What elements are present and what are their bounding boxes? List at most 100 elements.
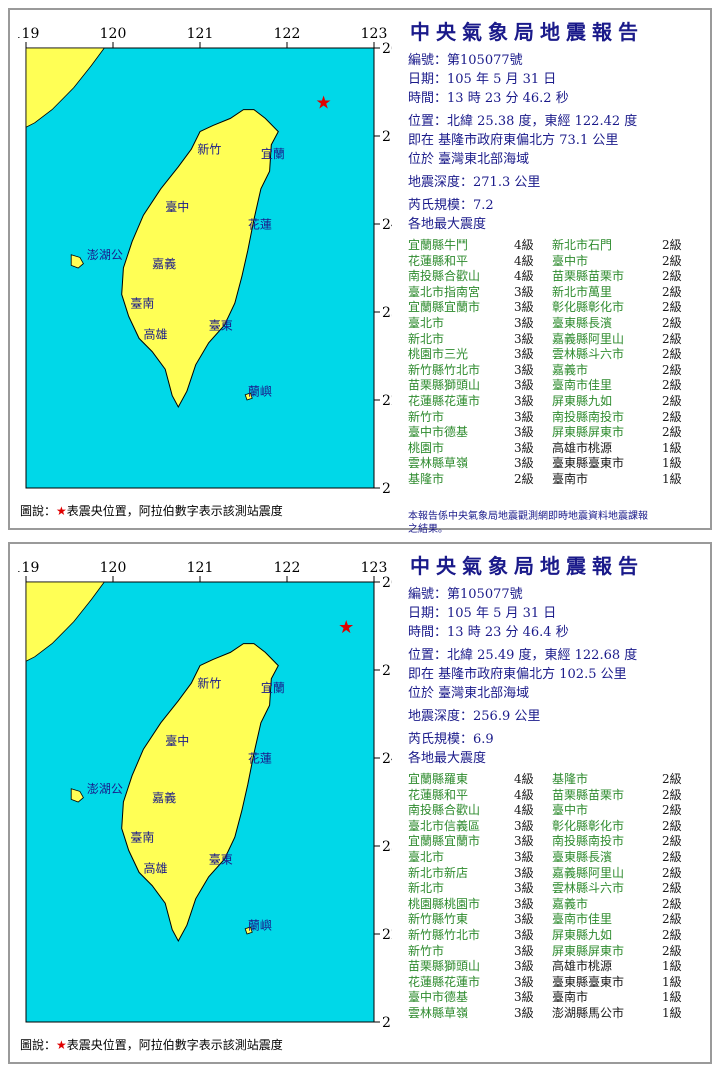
station-intensity: 1級 [662, 1005, 682, 1020]
station-intensity: 3級 [514, 881, 534, 896]
station-name: 臺東縣臺東市 [552, 456, 625, 471]
station-name: 新竹市 [408, 943, 445, 958]
intensity-row: 花蓮縣花蓮市 3級 臺東縣臺東市 1級 [408, 975, 708, 991]
station-intensity: 4級 [514, 253, 534, 268]
station-name: 宜蘭縣牛鬥 [408, 238, 469, 252]
field-value: 13 時 23 分 46.4 秒 [447, 625, 569, 640]
lon-label: 121 [187, 560, 214, 576]
station-intensity: 3級 [514, 943, 534, 958]
station-intensity: 3級 [514, 362, 534, 377]
station-intensity: 3級 [514, 409, 534, 424]
intensity-row: 基隆市 2級 臺南市 1級 [408, 472, 708, 488]
number-line: 編號：第105077號 [408, 51, 708, 70]
station-intensity: 1級 [662, 456, 682, 471]
station-intensity: 2級 [662, 834, 682, 849]
station-intensity: 2級 [662, 881, 682, 896]
station-intensity: 3級 [514, 284, 534, 299]
station-intensity: 2級 [662, 849, 682, 864]
relative-location: 即在 基隆市政府東偏北方 102.5 公里 [408, 667, 627, 682]
lat-label: 26 [382, 575, 392, 591]
place-label: 宜蘭 [261, 680, 285, 695]
field-label: 位置： [408, 114, 448, 129]
station-intensity: 3級 [514, 347, 534, 362]
field-value: 北緯 25.49 度，東經 122.68 度 [447, 648, 638, 663]
station-name: 嘉義縣阿里山 [552, 865, 625, 880]
epicenter-star-icon: ★ [315, 93, 331, 114]
intensity-row: 雲林縣草嶺 3級 臺東縣臺東市 1級 [408, 456, 708, 472]
station-name: 高雄市桃源 [552, 440, 613, 455]
report-info: 中央氣象局地震報告 編號：第105077號 日期：105 年 5 月 31 日時間：… [408, 12, 708, 488]
epicenter-map: 119 120 121 122 12326 25 24 23 22 21 新竹 宜蘭臺中花蓮嘉義臺南高… [18, 552, 392, 1032]
intensity-row: 新竹市 3級 南投縣南投市 2級 [408, 410, 708, 426]
magnitude-line: 芮氏規模：6.9 [408, 730, 708, 749]
legend-text: 表震央位置，阿拉伯數字表示該測站震度 [66, 1038, 283, 1052]
station-intensity: 2級 [662, 896, 682, 911]
station-intensity: 1級 [662, 471, 682, 486]
penghu-island [70, 254, 84, 269]
station-intensity: 3級 [514, 315, 534, 330]
station-intensity: 2級 [662, 787, 682, 802]
station-intensity: 4級 [514, 269, 534, 284]
earthquake-report-card: 119 120 121 122 12326 25 24 23 22 21 新竹 宜蘭臺中花蓮嘉義臺南高… [8, 542, 712, 1064]
station-intensity: 1級 [662, 959, 682, 974]
intensity-row: 宜蘭縣牛鬥 4級 新北市石門 2級 [408, 238, 708, 254]
place-label: 花蓮 [248, 216, 272, 231]
intensity-row: 雲林縣草嶺 3級 澎湖縣馬公市 1級 [408, 1006, 708, 1022]
field-value: 第105077號 [447, 53, 523, 68]
intensity-row: 新竹縣竹北市 3級 屏東縣九如 2級 [408, 928, 708, 944]
station-name: 苗栗縣獅頭山 [408, 959, 481, 974]
intensity-row: 南投縣合歡山 4級 苗栗縣苗栗市 2級 [408, 269, 708, 285]
intensity-row: 花蓮縣和平 4級 苗栗縣苗栗市 2級 [408, 788, 708, 804]
station-intensity: 3級 [514, 865, 534, 880]
intensity-row: 花蓮縣和平 4級 臺中市 2級 [408, 254, 708, 270]
map-legend: 圖說：★表震央位置，阿拉伯數字表示該測站震度 [20, 1036, 283, 1053]
station-name: 嘉義市 [552, 896, 589, 911]
station-intensity: 1級 [662, 990, 682, 1005]
intensity-row: 宜蘭縣宜蘭市 3級 南投縣南投市 2級 [408, 834, 708, 850]
taiwan-island [121, 109, 279, 409]
place-label: 臺東 [209, 852, 233, 867]
station-intensity: 2級 [662, 284, 682, 299]
place-label: 臺中 [165, 733, 189, 748]
legend-prefix: 圖說： [20, 504, 57, 518]
magnitude-line: 芮氏規模：7.2 [408, 196, 708, 215]
lon-label: 119 [18, 26, 39, 42]
region: 位於 臺灣東北部海域 [408, 152, 530, 167]
station-name: 苗栗縣苗栗市 [552, 269, 625, 284]
intensity-row: 新竹市 3級 屏東縣屏東市 2級 [408, 944, 708, 960]
station-name: 南投縣南投市 [552, 409, 625, 424]
lat-label: 26 [382, 41, 392, 57]
epicenter-map: 119 120 121 122 12326 25 24 23 22 21 新竹 宜蘭臺中花蓮嘉義臺南高… [18, 18, 392, 498]
station-name: 雲林縣草嶺 [408, 456, 469, 471]
station-name: 花蓮縣花蓮市 [408, 974, 481, 989]
station-name: 新北市新店 [408, 865, 469, 880]
station-name: 臺南市 [552, 471, 589, 486]
lat-label: 21 [382, 1015, 392, 1031]
station-name: 基隆市 [408, 471, 445, 486]
field-value: 13 時 23 分 46.2 秒 [447, 91, 569, 106]
station-intensity: 3級 [514, 393, 534, 408]
intensity-row: 新北市 3級 雲林縣斗六市 2級 [408, 881, 708, 897]
station-intensity: 3級 [514, 456, 534, 471]
intensity-row: 苗栗縣獅頭山 3級 高雄市桃源 1級 [408, 959, 708, 975]
intensity-row: 臺中市德基 3級 臺南市 1級 [408, 990, 708, 1006]
field-value: 105 年 5 月 31 日 [447, 606, 557, 621]
station-intensity: 2級 [662, 393, 682, 408]
intensity-row: 新北市 3級 嘉義縣阿里山 2級 [408, 332, 708, 348]
station-intensity: 2級 [662, 943, 682, 958]
intensity-row: 桃園市三光 3級 雲林縣斗六市 2級 [408, 347, 708, 363]
field-value: 第105077號 [447, 587, 523, 602]
report-title: 中央氣象局地震報告 [410, 20, 644, 44]
station-intensity: 2級 [662, 347, 682, 362]
lat-label: 24 [382, 217, 392, 233]
field-label: 位置： [408, 648, 448, 663]
station-intensity: 3級 [514, 959, 534, 974]
station-intensity: 3級 [514, 300, 534, 315]
intensity-row: 南投縣合歡山 4級 臺中市 2級 [408, 803, 708, 819]
station-name: 嘉義縣阿里山 [552, 331, 625, 346]
station-intensity: 2級 [662, 269, 682, 284]
mainland-coast [25, 581, 106, 662]
station-intensity: 2級 [662, 315, 682, 330]
penghu-island [70, 788, 84, 803]
relative-location: 即在 基隆市政府東偏北方 73.1 公里 [408, 133, 619, 148]
